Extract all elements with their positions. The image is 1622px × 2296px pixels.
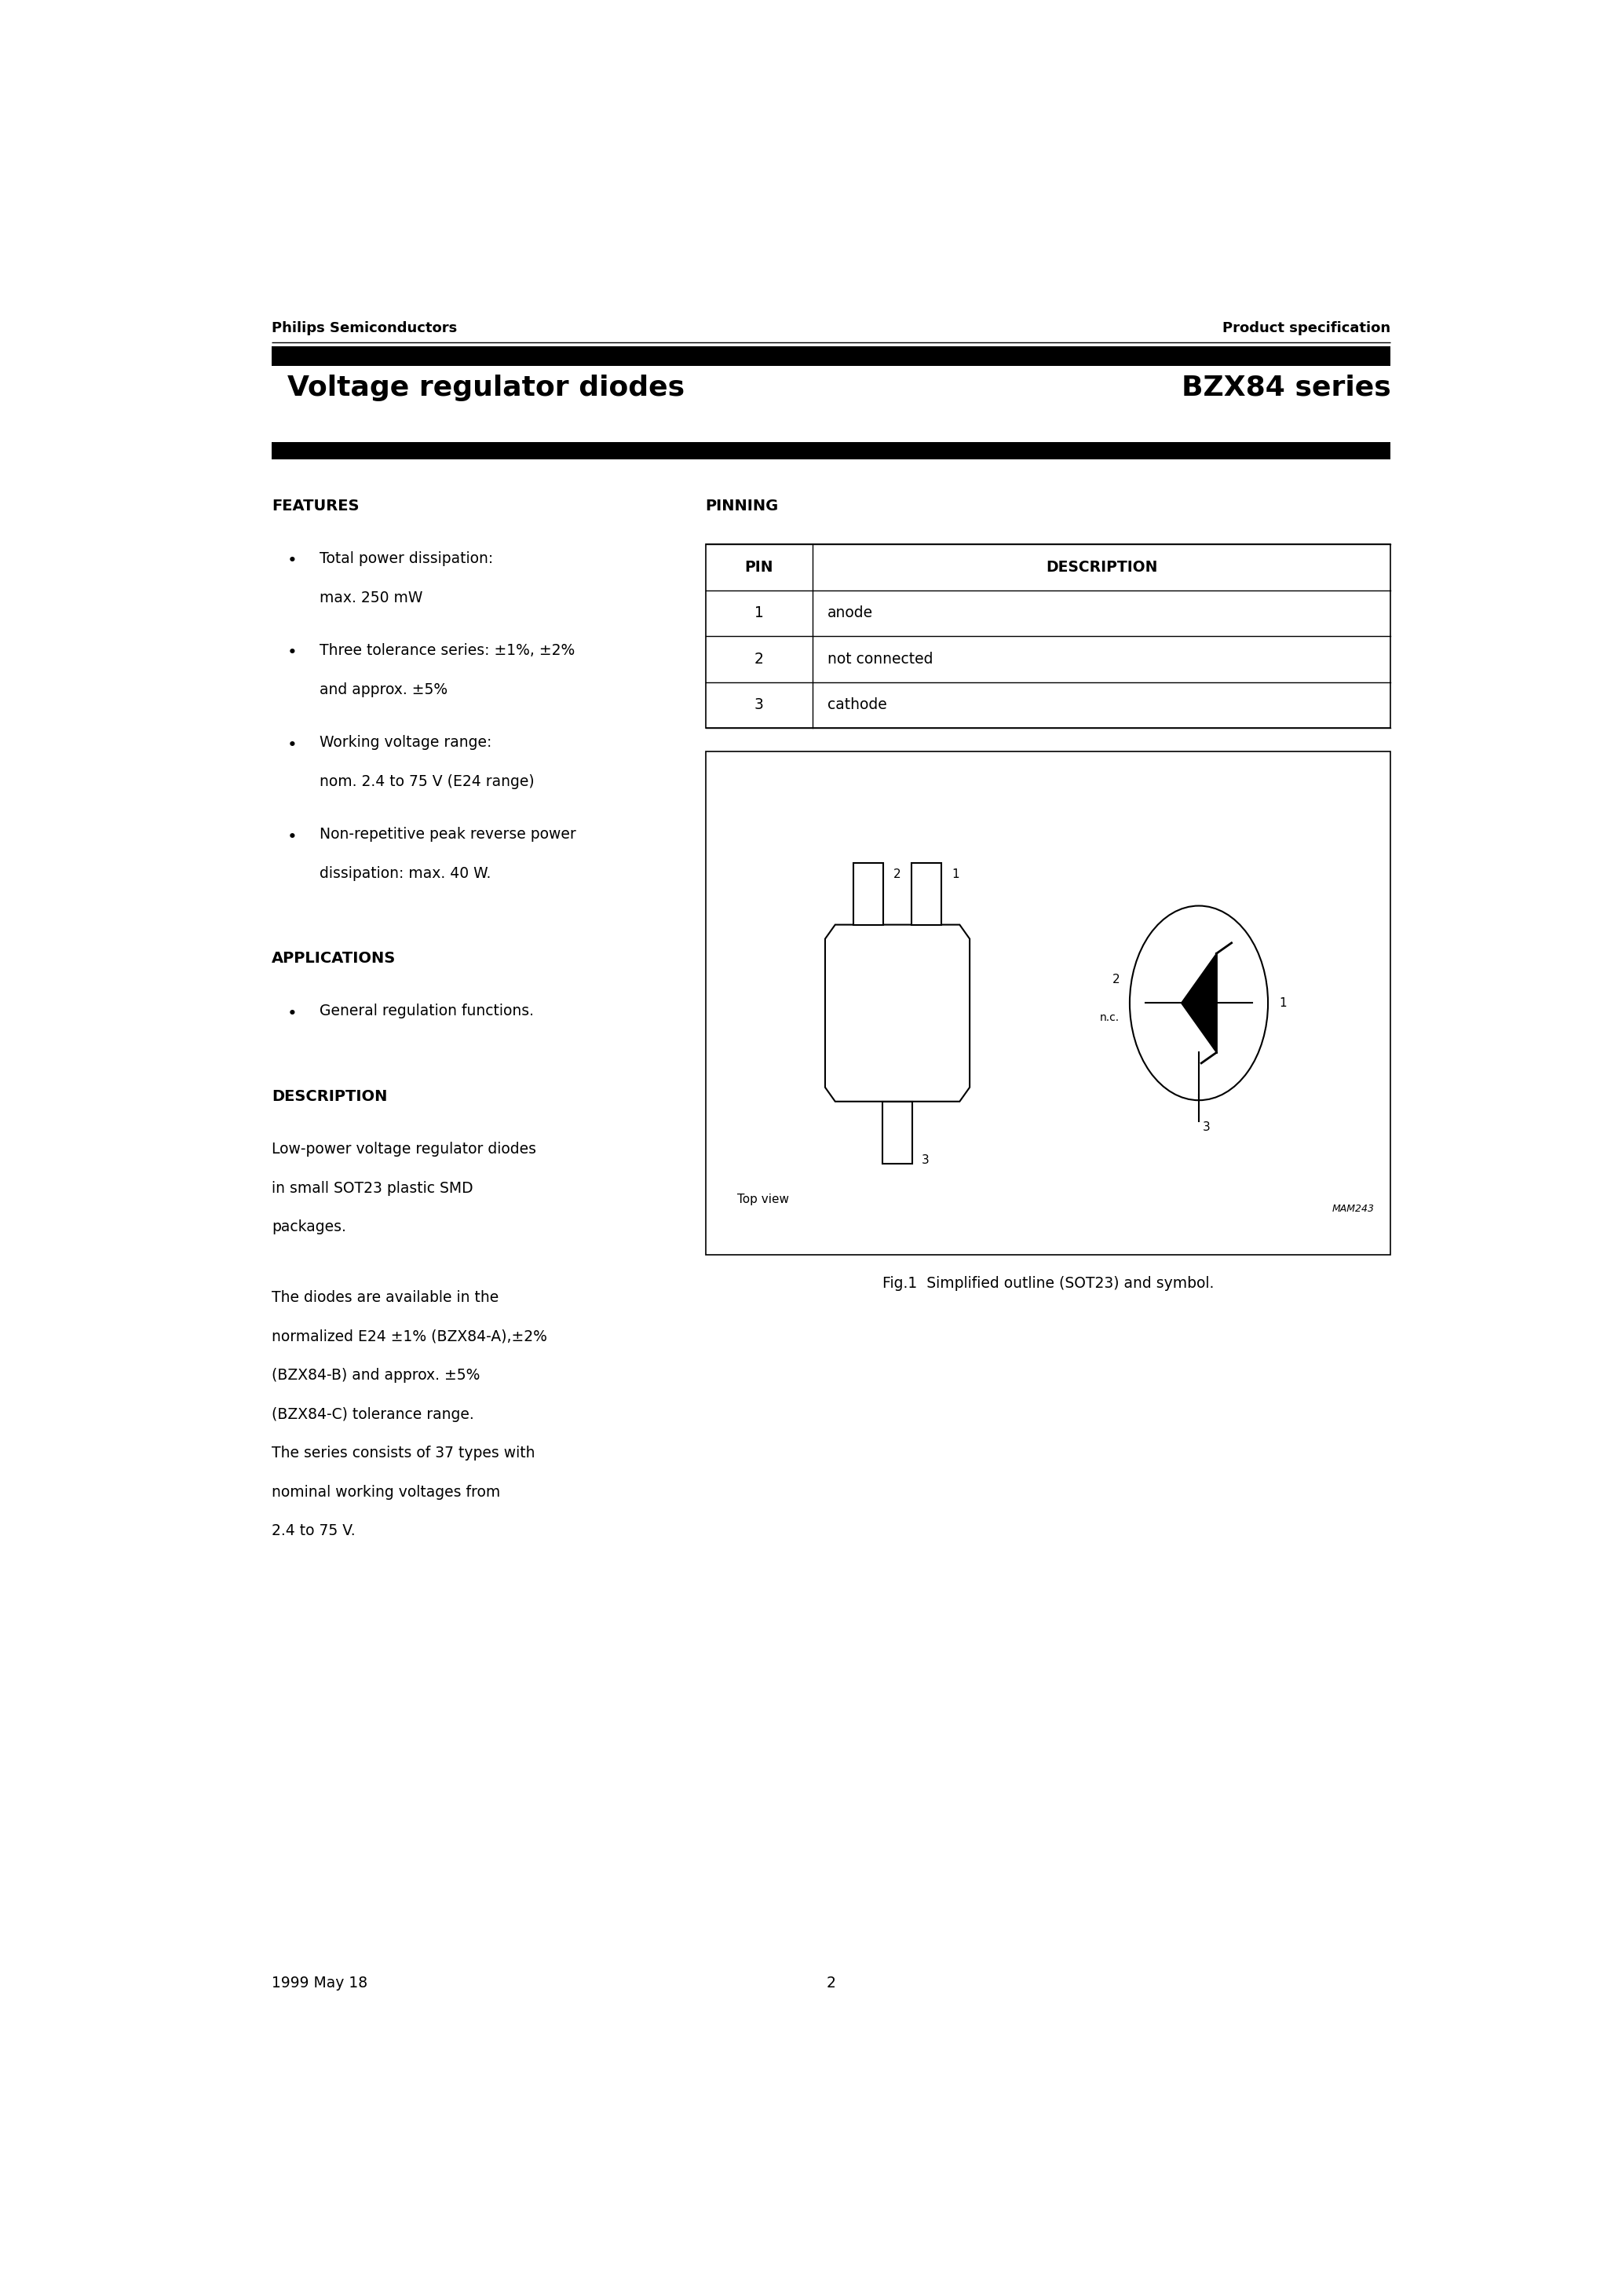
Text: nom. 2.4 to 75 V (E24 range): nom. 2.4 to 75 V (E24 range) <box>320 774 535 790</box>
Text: Product specification: Product specification <box>1223 321 1390 335</box>
Bar <box>706 544 1390 728</box>
Text: Three tolerance series: ±1%, ±2%: Three tolerance series: ±1%, ±2% <box>320 643 576 659</box>
Text: 2: 2 <box>1113 974 1119 985</box>
Text: MAM243: MAM243 <box>1332 1203 1374 1215</box>
Text: PINNING: PINNING <box>706 498 779 514</box>
Text: not connected: not connected <box>827 652 933 666</box>
Text: Fig.1  Simplified outline (SOT23) and symbol.: Fig.1 Simplified outline (SOT23) and sym… <box>882 1277 1213 1290</box>
Text: •: • <box>287 829 297 845</box>
Bar <box>853 863 884 925</box>
Text: packages.: packages. <box>272 1219 347 1235</box>
Text: dissipation: max. 40 W.: dissipation: max. 40 W. <box>320 866 491 882</box>
Text: Low-power voltage regulator diodes: Low-power voltage regulator diodes <box>272 1141 537 1157</box>
Text: 1: 1 <box>754 606 764 620</box>
Bar <box>882 1102 913 1164</box>
Text: normalized E24 ±1% (BZX84-A),±2%: normalized E24 ±1% (BZX84-A),±2% <box>272 1329 547 1343</box>
Text: cathode: cathode <box>827 698 887 712</box>
Text: FEATURES: FEATURES <box>272 498 360 514</box>
Text: 1: 1 <box>1280 996 1286 1008</box>
Text: 3: 3 <box>921 1155 929 1166</box>
Text: •: • <box>287 1006 297 1022</box>
Text: 3: 3 <box>1202 1120 1210 1134</box>
Text: BZX84 series: BZX84 series <box>1181 374 1390 402</box>
Text: in small SOT23 plastic SMD: in small SOT23 plastic SMD <box>272 1180 474 1196</box>
Bar <box>912 863 941 925</box>
Text: 3: 3 <box>754 698 764 712</box>
Text: DESCRIPTION: DESCRIPTION <box>1046 560 1158 574</box>
Text: The series consists of 37 types with: The series consists of 37 types with <box>272 1446 535 1460</box>
Text: 2.4 to 75 V.: 2.4 to 75 V. <box>272 1525 355 1538</box>
Text: nominal working voltages from: nominal working voltages from <box>272 1486 501 1499</box>
Text: anode: anode <box>827 606 873 620</box>
Polygon shape <box>826 925 970 1102</box>
Text: 2: 2 <box>754 652 764 666</box>
Text: •: • <box>287 645 297 661</box>
Text: n.c.: n.c. <box>1100 1013 1119 1022</box>
Text: (BZX84-B) and approx. ±5%: (BZX84-B) and approx. ±5% <box>272 1368 480 1382</box>
Text: 1: 1 <box>952 868 959 879</box>
Text: •: • <box>287 553 297 569</box>
Text: Philips Semiconductors: Philips Semiconductors <box>272 321 457 335</box>
Text: Total power dissipation:: Total power dissipation: <box>320 551 493 567</box>
Polygon shape <box>1181 953 1216 1052</box>
Text: Voltage regulator diodes: Voltage regulator diodes <box>287 374 684 402</box>
Bar <box>706 751 1390 1256</box>
Text: 1999 May 18: 1999 May 18 <box>272 1975 368 1991</box>
Text: Working voltage range:: Working voltage range: <box>320 735 491 751</box>
Bar <box>272 441 1390 459</box>
Text: and approx. ±5%: and approx. ±5% <box>320 682 448 698</box>
Text: The diodes are available in the: The diodes are available in the <box>272 1290 500 1304</box>
Text: Top view: Top view <box>736 1194 788 1205</box>
Text: (BZX84-C) tolerance range.: (BZX84-C) tolerance range. <box>272 1407 474 1421</box>
Bar <box>272 347 1390 365</box>
Text: APPLICATIONS: APPLICATIONS <box>272 951 396 967</box>
Text: General regulation functions.: General regulation functions. <box>320 1003 534 1019</box>
Text: 2: 2 <box>894 868 902 879</box>
Text: Non-repetitive peak reverse power: Non-repetitive peak reverse power <box>320 827 576 843</box>
Text: 2: 2 <box>827 1975 835 1991</box>
Text: max. 250 mW: max. 250 mW <box>320 590 423 606</box>
Text: •: • <box>287 737 297 753</box>
Text: PIN: PIN <box>744 560 774 574</box>
Text: DESCRIPTION: DESCRIPTION <box>272 1088 388 1104</box>
